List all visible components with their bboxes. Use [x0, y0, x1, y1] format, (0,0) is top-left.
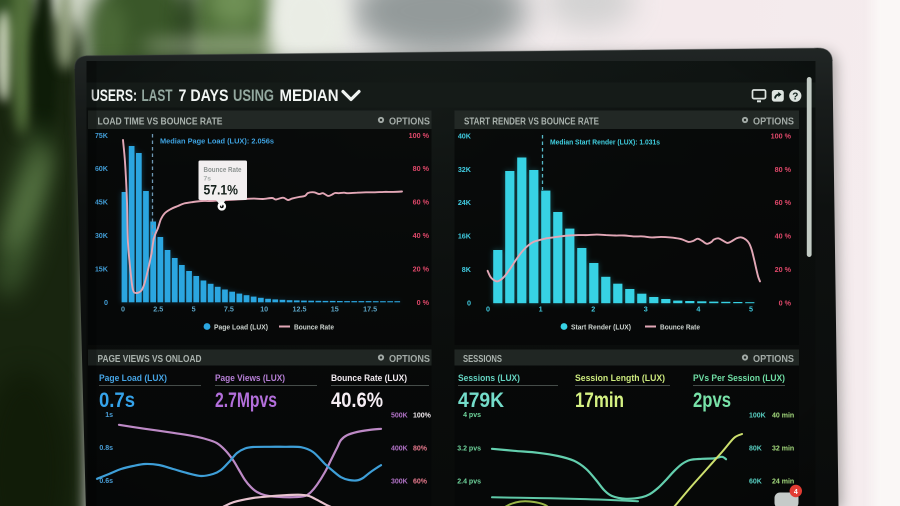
svg-text:30K: 30K	[95, 231, 109, 240]
svg-text:2.5: 2.5	[153, 305, 163, 314]
svg-text:Page Views (LUX): Page Views (LUX)	[215, 373, 285, 384]
svg-text:Sessions (LUX): Sessions (LUX)	[458, 373, 520, 384]
svg-text:Median Start Render (LUX): 1.0: Median Start Render (LUX): 1.031s	[550, 138, 660, 147]
svg-text:479K: 479K	[458, 389, 504, 412]
svg-text:OPTIONS: OPTIONS	[753, 117, 794, 128]
svg-text:0: 0	[121, 305, 125, 314]
svg-text:Session Length (LUX): Session Length (LUX)	[575, 373, 665, 384]
svg-text:500K: 500K	[391, 413, 408, 420]
svg-text:SESSIONS: SESSIONS	[463, 354, 502, 365]
svg-text:100 %: 100 %	[409, 131, 430, 140]
svg-text:USING: USING	[233, 86, 274, 105]
svg-text:Bounce Rate: Bounce Rate	[660, 323, 700, 332]
svg-text:LOAD TIME VS BOUNCE RATE: LOAD TIME VS BOUNCE RATE	[98, 117, 223, 128]
svg-text:5: 5	[192, 305, 196, 314]
svg-text:2.4 pvs: 2.4 pvs	[457, 479, 481, 486]
svg-text:100K: 100K	[749, 413, 766, 420]
svg-text:20 %: 20 %	[775, 265, 792, 274]
svg-text:40 min: 40 min	[772, 413, 794, 420]
svg-text:PVs Per Session (LUX): PVs Per Session (LUX)	[693, 373, 785, 384]
svg-text:45K: 45K	[95, 198, 109, 207]
svg-text:Bounce Rate (LUX): Bounce Rate (LUX)	[331, 373, 407, 384]
svg-text:60%: 60%	[413, 479, 428, 486]
svg-text:80 %: 80 %	[413, 164, 430, 173]
svg-text:0 %: 0 %	[779, 298, 792, 307]
svg-text:4: 4	[794, 489, 798, 496]
svg-text:57.1%: 57.1%	[204, 183, 239, 198]
svg-text:20 %: 20 %	[413, 264, 430, 273]
svg-text:15K: 15K	[95, 264, 109, 273]
svg-text:0: 0	[104, 298, 108, 307]
svg-text:Bounce Rate: Bounce Rate	[204, 165, 242, 174]
svg-text:0: 0	[467, 298, 471, 307]
svg-text:300K: 300K	[391, 479, 408, 486]
svg-text:1: 1	[539, 305, 543, 314]
svg-text:60K: 60K	[749, 479, 762, 486]
svg-text:12.5: 12.5	[293, 305, 307, 314]
svg-text:0: 0	[486, 305, 490, 314]
svg-text:0.7s: 0.7s	[99, 389, 135, 412]
svg-text:40K: 40K	[458, 131, 472, 140]
svg-text:7 DAYS: 7 DAYS	[179, 86, 229, 105]
svg-text:60K: 60K	[95, 164, 109, 173]
svg-text:2.7Mpvs: 2.7Mpvs	[215, 389, 277, 412]
svg-text:3.2 pvs: 3.2 pvs	[457, 446, 481, 453]
svg-text:10: 10	[260, 305, 268, 314]
svg-text:32K: 32K	[458, 165, 472, 174]
svg-text:17.5: 17.5	[363, 305, 377, 314]
svg-text:4 pvs: 4 pvs	[463, 412, 481, 419]
svg-text:5: 5	[749, 305, 753, 314]
svg-text:?: ?	[792, 92, 798, 103]
svg-text:0 %: 0 %	[417, 298, 430, 307]
svg-text:75K: 75K	[95, 131, 109, 140]
svg-text:8K: 8K	[462, 265, 472, 274]
svg-text:0.8s: 0.8s	[99, 445, 113, 452]
svg-text:7s: 7s	[204, 176, 212, 183]
svg-text:7.5: 7.5	[224, 305, 234, 314]
svg-text:80%: 80%	[413, 446, 428, 453]
svg-text:Start Render (LUX): Start Render (LUX)	[571, 323, 631, 332]
svg-text:15: 15	[331, 305, 339, 314]
svg-text:4: 4	[696, 305, 700, 314]
svg-text:32 min: 32 min	[772, 446, 794, 453]
svg-text:0.6s: 0.6s	[99, 478, 113, 485]
svg-text:PAGE VIEWS VS ONLOAD: PAGE VIEWS VS ONLOAD	[98, 354, 202, 365]
svg-text:60 %: 60 %	[413, 198, 430, 207]
svg-text:80K: 80K	[749, 446, 762, 453]
svg-text:OPTIONS: OPTIONS	[389, 354, 430, 365]
svg-text:USERS:: USERS:	[91, 86, 137, 105]
svg-text:40.6%: 40.6%	[331, 389, 383, 412]
svg-text:OPTIONS: OPTIONS	[753, 354, 794, 365]
svg-text:OPTIONS: OPTIONS	[389, 117, 430, 128]
svg-text:100%: 100%	[413, 413, 432, 420]
svg-text:16K: 16K	[458, 232, 472, 241]
svg-text:START RENDER VS BOUNCE RATE: START RENDER VS BOUNCE RATE	[464, 117, 599, 128]
svg-text:Bounce Rate: Bounce Rate	[294, 323, 334, 332]
svg-text:80 %: 80 %	[775, 165, 792, 174]
svg-text:40 %: 40 %	[413, 231, 430, 240]
svg-text:LAST: LAST	[142, 86, 174, 105]
svg-text:Page Load (LUX): Page Load (LUX)	[214, 323, 268, 332]
svg-text:3: 3	[644, 305, 648, 314]
svg-text:1s: 1s	[105, 412, 113, 419]
svg-text:17min: 17min	[575, 389, 624, 412]
svg-text:MEDIAN: MEDIAN	[280, 86, 339, 105]
svg-text:40 %: 40 %	[775, 232, 792, 241]
svg-text:60 %: 60 %	[775, 198, 792, 207]
svg-text:2pvs: 2pvs	[693, 389, 731, 412]
svg-text:100 %: 100 %	[771, 131, 792, 140]
svg-text:Median Page Load (LUX): 2.056s: Median Page Load (LUX): 2.056s	[160, 137, 274, 146]
svg-text:24K: 24K	[458, 198, 472, 207]
svg-text:2: 2	[591, 305, 595, 314]
svg-text:400K: 400K	[391, 446, 408, 453]
svg-text:24 min: 24 min	[772, 479, 794, 486]
svg-text:Page Load (LUX): Page Load (LUX)	[99, 373, 167, 384]
